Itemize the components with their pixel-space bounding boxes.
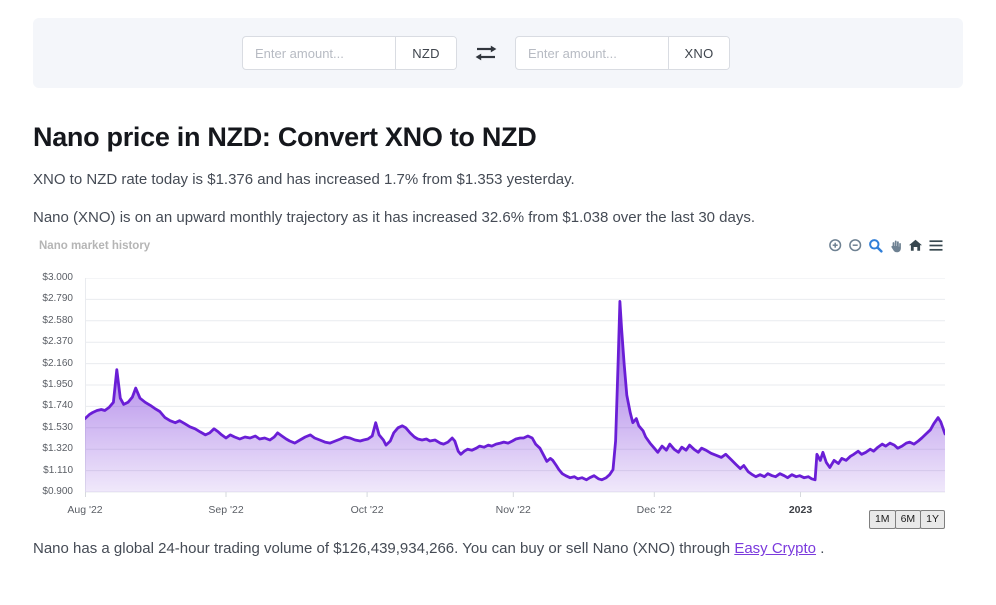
x-axis-label: Oct '22 — [350, 504, 384, 517]
chart-toolbar — [828, 238, 944, 253]
y-axis-label: $2.580 — [42, 314, 73, 326]
y-axis-label: $2.370 — [42, 336, 73, 348]
xno-amount-input[interactable] — [516, 37, 668, 69]
y-axis-label: $1.320 — [42, 443, 73, 455]
y-axis-label: $1.950 — [42, 379, 73, 391]
range-selector: 1M 6M 1Y — [868, 510, 945, 529]
volume-text-before-link: Nano has a global 24-hour trading volume… — [33, 540, 731, 558]
swap-button[interactable] — [474, 44, 498, 62]
nzd-currency-button[interactable]: NZD — [395, 37, 456, 69]
y-axis-label: $0.900 — [42, 486, 73, 498]
range-1y-button[interactable]: 1Y — [920, 510, 945, 529]
home-reset-icon[interactable] — [908, 238, 923, 253]
x-axis-label: Aug '22 — [67, 504, 103, 517]
x-axis-label: 2023 — [788, 504, 813, 517]
zoom-in-icon[interactable] — [828, 238, 843, 253]
y-axis-label: $3.000 — [42, 272, 73, 284]
swap-horizontal-icon — [474, 44, 498, 62]
price-line — [85, 300, 945, 482]
menu-icon[interactable] — [928, 238, 944, 253]
y-axis-label: $1.110 — [43, 464, 73, 476]
price-chart-svg[interactable] — [85, 278, 945, 500]
y-axis-label: $2.790 — [42, 293, 73, 305]
trend-summary-text: Nano (XNO) is on an upward monthly traje… — [33, 209, 756, 227]
currency-converter: NZD XNO — [242, 36, 730, 70]
converter-panel: NZD XNO — [33, 18, 963, 88]
selection-zoom-icon[interactable] — [868, 238, 883, 253]
chart-title: Nano market history — [39, 240, 151, 253]
x-axis-label: Sep '22 — [208, 504, 244, 517]
x-axis-label: Nov '22 — [495, 504, 531, 517]
y-axis-label: $1.530 — [42, 421, 73, 433]
volume-text: Nano has a global 24-hour trading volume… — [33, 540, 963, 558]
easy-crypto-link[interactable]: Easy Crypto — [734, 540, 817, 558]
nzd-amount-input[interactable] — [243, 37, 395, 69]
volume-text-after-link: . — [820, 540, 825, 558]
rate-summary-text: XNO to NZD rate today is $1.376 and has … — [33, 171, 575, 189]
range-1m-button[interactable]: 1M — [868, 510, 896, 529]
y-axis-label: $2.160 — [42, 357, 73, 369]
y-axis-label: $1.740 — [42, 400, 73, 412]
from-amount-group: NZD — [242, 36, 457, 70]
page-root: { "converter": { "from_placeholder": "En… — [0, 18, 996, 605]
range-6m-button[interactable]: 6M — [894, 510, 922, 529]
xno-currency-button[interactable]: XNO — [668, 37, 729, 69]
main-content: Nano price in NZD: Convert XNO to NZD XN… — [0, 122, 996, 558]
price-chart-card: Nano market history — [33, 236, 963, 532]
to-amount-group: XNO — [515, 36, 730, 70]
zoom-out-icon[interactable] — [848, 238, 863, 253]
pan-hand-icon[interactable] — [888, 238, 903, 253]
price-area-fill — [85, 301, 945, 493]
x-axis-label: Dec '22 — [636, 504, 672, 517]
page-title: Nano price in NZD: Convert XNO to NZD — [33, 122, 537, 152]
